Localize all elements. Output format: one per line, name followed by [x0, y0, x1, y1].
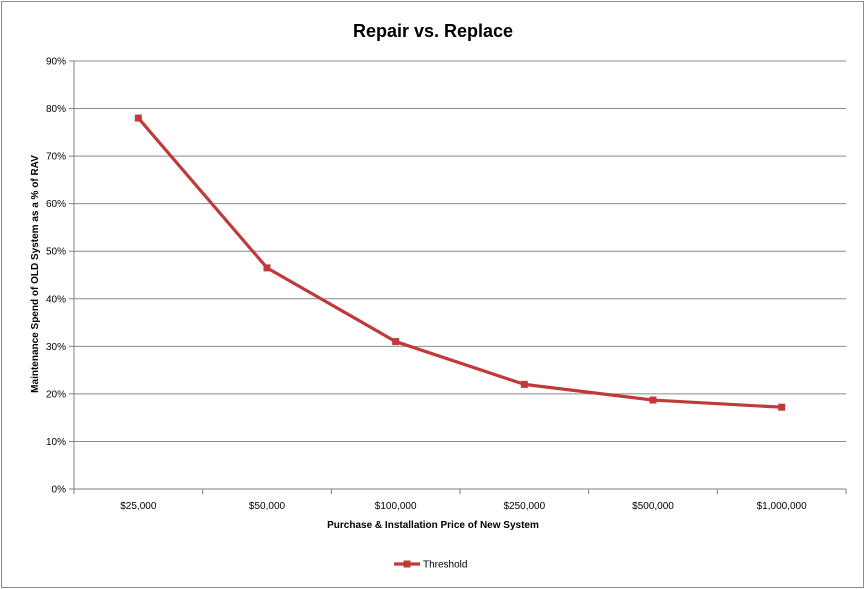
y-tick-label: 40%: [46, 294, 66, 305]
y-tick-label: 50%: [46, 247, 66, 258]
x-axis-title: Purchase & Installation Price of New Sys…: [327, 520, 539, 531]
y-tick-label: 0%: [52, 485, 67, 496]
gridlines: [69, 60, 847, 494]
data-point: [263, 264, 271, 272]
x-tick-label: $250,000: [503, 501, 545, 512]
series-group: [134, 114, 786, 411]
y-tick-label: 60%: [46, 199, 66, 210]
data-point: [520, 380, 528, 388]
series-line-threshold: [136, 116, 784, 409]
y-tick-label: 70%: [46, 152, 66, 163]
x-tick-label: $50,000: [249, 501, 286, 512]
x-tick-label: $500,000: [632, 501, 674, 512]
y-tick-label: 90%: [46, 57, 66, 68]
y-tick-label: 30%: [46, 342, 66, 353]
y-tick-label: 20%: [46, 389, 66, 400]
y-tick-labels: 0% 10% 20% 30% 40% 50% 60% 70% 80% 90%: [46, 57, 66, 496]
legend-label: Threshold: [423, 560, 467, 571]
data-point: [392, 338, 400, 346]
y-tick-label: 10%: [46, 437, 66, 448]
data-point: [134, 114, 142, 122]
legend: Threshold: [394, 560, 467, 571]
data-point: [778, 403, 786, 411]
data-point: [649, 396, 657, 404]
chart-title: Repair vs. Replace: [353, 21, 513, 41]
legend-swatch-marker: [403, 560, 411, 568]
y-tick-label: 80%: [46, 104, 66, 115]
x-tick-label: $100,000: [375, 501, 417, 512]
y-axis-title: Maintenance Spend of OLD System as a % o…: [30, 155, 41, 393]
x-tick-label: $25,000: [120, 501, 157, 512]
x-tick-labels: $25,000 $50,000 $100,000 $250,000 $500,000 $1…: [120, 501, 807, 512]
x-tick-label: $1,000,000: [757, 501, 807, 512]
